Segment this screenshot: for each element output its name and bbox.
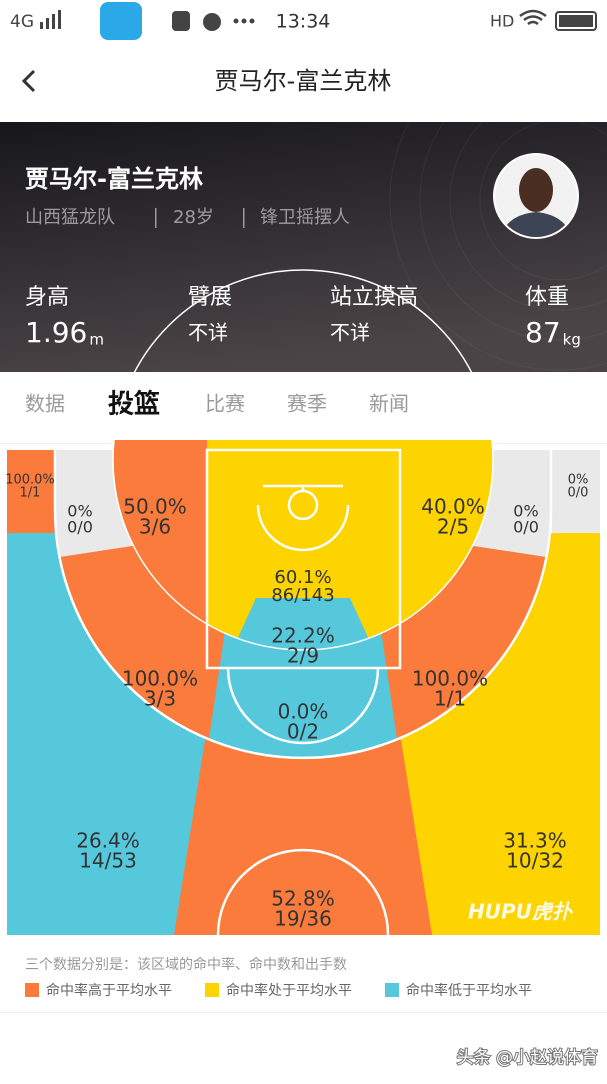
zone-count: 86/143 bbox=[271, 585, 334, 606]
legend-label: 命中率高于平均水平 bbox=[46, 982, 172, 999]
header-pattern bbox=[389, 29, 607, 371]
watermark: HUPU虎扑 bbox=[468, 900, 574, 924]
player-team: 山西猛龙队 bbox=[25, 207, 115, 228]
zone-count: 2/5 bbox=[437, 515, 469, 539]
notification-icons bbox=[172, 11, 255, 31]
back-button[interactable] bbox=[21, 69, 36, 93]
footer-watermark: 头条 @小赵说体育 bbox=[457, 1048, 598, 1068]
zone-pct: 31.3% bbox=[503, 829, 567, 853]
court-lines bbox=[53, 269, 553, 936]
court-zone bbox=[174, 740, 432, 935]
stat-unit: m bbox=[89, 331, 104, 349]
stat-label: 身高 bbox=[25, 285, 69, 310]
carrier: 4G bbox=[10, 12, 34, 32]
legend-swatch bbox=[205, 983, 219, 997]
stat-unit: kg bbox=[563, 331, 581, 349]
zone-count: 19/36 bbox=[274, 907, 332, 931]
zone-count: 1/1 bbox=[20, 486, 41, 501]
zone-pct: 100.0% bbox=[5, 473, 55, 488]
stat-label: 臂展 bbox=[188, 285, 232, 310]
zone-count: 0/0 bbox=[513, 518, 539, 537]
zone-count: 3/6 bbox=[139, 515, 171, 539]
divider bbox=[0, 1012, 607, 1013]
wifi-icon bbox=[519, 9, 547, 26]
separator bbox=[243, 208, 245, 228]
zone-pct: 52.8% bbox=[271, 887, 335, 911]
tab[interactable]: 投篮 bbox=[108, 389, 160, 420]
tab[interactable]: 比赛 bbox=[205, 392, 245, 416]
legend-swatch bbox=[385, 983, 399, 997]
zone-count: 10/32 bbox=[506, 849, 564, 873]
zone-count: 2/9 bbox=[287, 644, 319, 668]
network: HD bbox=[490, 12, 514, 31]
zone-pct: 100.0% bbox=[122, 667, 198, 691]
tab[interactable]: 赛季 bbox=[287, 392, 327, 416]
player-name: 贾马尔-富兰克林 bbox=[25, 165, 203, 193]
player-age: 28岁 bbox=[173, 207, 214, 228]
separator bbox=[155, 208, 157, 228]
court-zone bbox=[552, 450, 600, 533]
stat-value: 不详 bbox=[188, 321, 228, 345]
zone-count: 0/0 bbox=[568, 486, 589, 501]
stat-value: 不详 bbox=[330, 321, 370, 345]
zone-count: 0/2 bbox=[287, 720, 319, 744]
battery-level bbox=[559, 15, 593, 27]
legend-label: 命中率处于平均水平 bbox=[226, 982, 352, 999]
zone-pct: 0.0% bbox=[278, 700, 329, 724]
stat-value: 1.96 bbox=[25, 316, 87, 349]
zone-pct: 40.0% bbox=[421, 495, 485, 519]
court-zone bbox=[224, 598, 382, 668]
battery-icon bbox=[555, 11, 597, 31]
tab[interactable]: 数据 bbox=[25, 392, 65, 416]
zone-count: 14/53 bbox=[79, 849, 137, 873]
zone-pct: 60.1% bbox=[274, 567, 331, 588]
app-icon bbox=[100, 2, 142, 40]
nav-title: 贾马尔-富兰克林 bbox=[215, 67, 392, 95]
zone-pct: 0% bbox=[513, 502, 538, 521]
stat-label: 站立摸高 bbox=[330, 285, 418, 310]
zone-pct: 0% bbox=[67, 502, 92, 521]
zone-count: 1/1 bbox=[434, 687, 466, 711]
zone-count: 0/0 bbox=[67, 518, 93, 537]
zone-pct: 100.0% bbox=[412, 667, 488, 691]
zone-pct: 0% bbox=[568, 473, 589, 488]
court-zone bbox=[7, 450, 55, 533]
zone-pct: 26.4% bbox=[76, 829, 140, 853]
zone-pct: 22.2% bbox=[271, 624, 335, 648]
zone-pct: 50.0% bbox=[123, 495, 187, 519]
signal-icon bbox=[40, 10, 61, 29]
zone-count: 3/3 bbox=[144, 687, 176, 711]
profile-header bbox=[0, 122, 607, 372]
legend-label: 命中率低于平均水平 bbox=[406, 982, 532, 999]
tab[interactable]: 新闻 bbox=[369, 392, 409, 416]
player-position: 锋卫摇摆人 bbox=[260, 207, 350, 228]
clock: 13:34 bbox=[276, 11, 331, 33]
legend-note: 三个数据分别是：该区域的命中率、命中数和出手数 bbox=[25, 956, 347, 973]
legend-swatch bbox=[25, 983, 39, 997]
stat-value: 87 bbox=[525, 316, 561, 349]
stat-label: 体重 bbox=[525, 285, 569, 310]
